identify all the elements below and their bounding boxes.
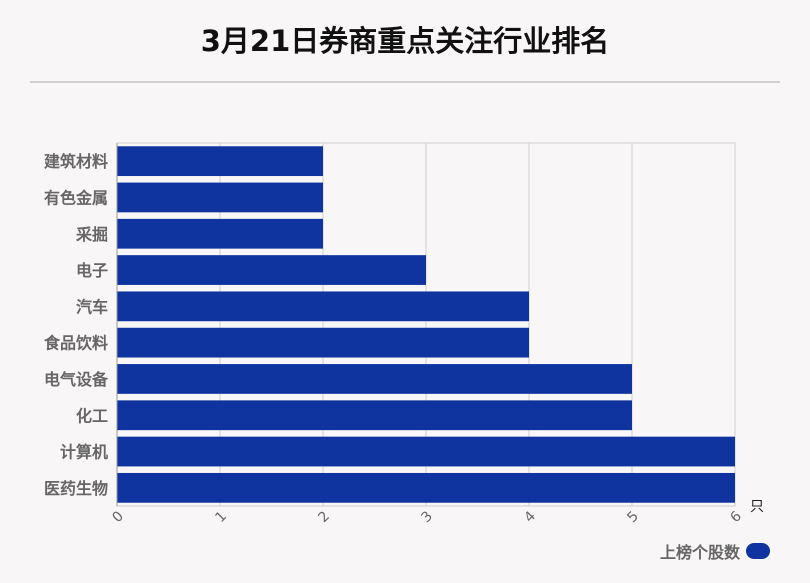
category-label: 电气设备: [44, 370, 109, 389]
x-tick-label: 4: [521, 508, 539, 526]
legend-label: 上榜个股数: [659, 543, 740, 562]
bar: [117, 327, 529, 358]
category-label: 医药生物: [44, 479, 108, 498]
x-tick-label: 3: [418, 508, 436, 526]
x-tick-label: 5: [624, 508, 642, 526]
bar: [117, 146, 323, 177]
bar: [117, 291, 529, 322]
chart-title: 3月21日券商重点关注行业排名: [200, 24, 610, 58]
category-label: 计算机: [60, 443, 108, 462]
bar: [117, 364, 632, 394]
category-label: 化工: [76, 406, 108, 425]
bar: [117, 218, 323, 249]
legend-swatch: [746, 543, 770, 559]
category-label: 建筑材料: [44, 152, 108, 171]
category-label: 采掘: [75, 225, 108, 244]
category-label: 食品饮料: [43, 334, 108, 353]
category-label: 电子: [76, 261, 108, 280]
legend[interactable]: 上榜个股数: [660, 540, 770, 562]
bar: [117, 400, 632, 431]
x-tick-label: 2: [315, 508, 333, 526]
bar: [117, 436, 735, 467]
category-label: 有色金属: [44, 188, 108, 207]
bar: [117, 472, 735, 503]
x-tick-label: 1: [212, 508, 230, 526]
category-label: 汽车: [76, 297, 108, 316]
bar: [117, 255, 426, 285]
title-divider: [30, 81, 780, 83]
x-unit-label: 只: [750, 499, 764, 515]
x-tick-label: 6: [727, 508, 745, 526]
bar: [117, 182, 323, 213]
x-tick-label: 0: [109, 508, 127, 526]
